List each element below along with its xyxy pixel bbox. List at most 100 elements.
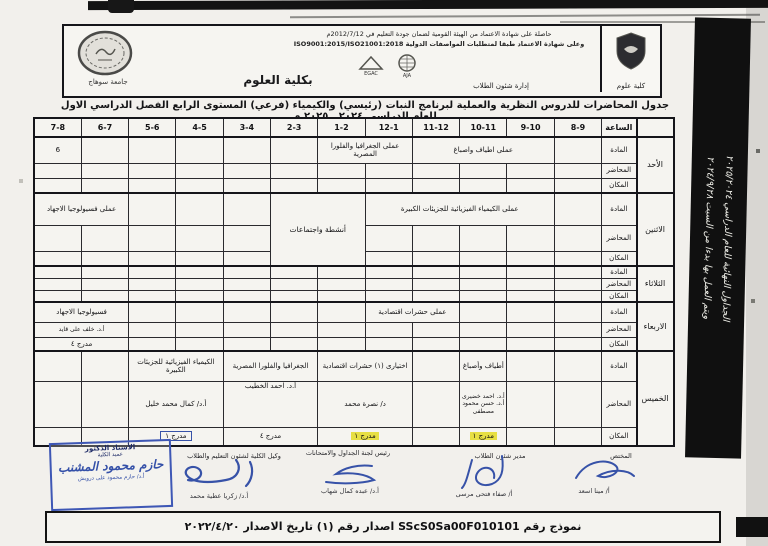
empty-slot	[411, 426, 461, 447]
corner-cell	[635, 117, 675, 138]
side-note-text: الجداول النهائية للعام الدراسي ٢٠٢٥/٢٠٢٤…	[695, 68, 741, 409]
empty-slot	[553, 301, 603, 323]
thursday-elective-cell: اختيارى (١) حشرات اقتصادية	[317, 350, 413, 382]
empty-slot	[459, 162, 508, 179]
empty-slot	[222, 265, 271, 279]
time-slot: 11-12	[411, 117, 461, 138]
empty-slot	[269, 162, 319, 179]
empty-slot	[80, 177, 130, 194]
empty-slot	[128, 289, 177, 303]
empty-slot	[222, 321, 271, 338]
empty-slot	[553, 192, 603, 226]
empty-slot	[222, 177, 271, 194]
monday-activities-cell: أنشطة واجتماعات	[269, 192, 366, 267]
empty-slot	[33, 162, 82, 179]
empty-slot	[317, 277, 366, 291]
committee-head-name: أ.د/ عبده كمال شهاب	[321, 487, 379, 495]
empty-slot	[175, 250, 224, 267]
row-label-lecturer: المحاضر	[601, 224, 638, 252]
empty-slot	[128, 301, 177, 323]
vice-dean-label: وكيل الكلية لشئون التعليم والطلاب	[187, 452, 281, 460]
time-slot: 5-6	[128, 117, 177, 138]
sunday-place-row: المكان	[33, 177, 674, 194]
empty-slot	[222, 301, 271, 323]
egac-label: EGAC	[364, 71, 378, 77]
time-slot: 7-8	[33, 117, 82, 138]
empty-slot	[33, 224, 82, 252]
empty-slot	[128, 177, 177, 194]
empty-slot	[222, 289, 271, 303]
empty-slot	[222, 224, 271, 252]
empty-slot	[364, 336, 413, 352]
time-slot: 8-9	[553, 117, 603, 138]
highlighted-place: مدرج ١	[351, 432, 379, 441]
empty-slot	[364, 265, 413, 279]
sunday-lecturer-row: المحاضر	[33, 162, 674, 179]
row-label-subject: المادة	[601, 301, 638, 323]
empty-slot	[33, 177, 82, 194]
faculty-shield-icon	[616, 32, 646, 70]
specialist-label: المختص	[610, 452, 632, 460]
form-number-bar: نموذج رقم SScS0Sa00F010101 اصدار رقم (١)…	[45, 511, 721, 543]
empty-slot	[553, 250, 603, 267]
thursday-subject-row: الخميس المادة أطياف وأصباغ اختيارى (١) ح…	[33, 350, 675, 447]
empty-slot	[553, 350, 603, 382]
time-slot: 12-1	[364, 117, 413, 138]
empty-slot	[128, 136, 177, 164]
faculty-logo-caption: كلية علوم	[616, 82, 646, 90]
empty-slot	[317, 177, 366, 194]
wednesday-stress-physiology-cell: فسيولوجيا الاجهاد	[33, 301, 130, 323]
time-slot: 1-2	[317, 117, 366, 138]
empty-slot	[175, 162, 224, 179]
time-slot: 3-4	[222, 117, 271, 138]
empty-slot	[317, 321, 366, 338]
row-label-lecturer: المحاضر	[601, 321, 638, 338]
side-note-strip: الجداول النهائية للعام الدراسي ٢٠٢٥/٢٠٢٤…	[685, 17, 751, 459]
empty-slot	[222, 162, 271, 179]
empty-slot	[411, 380, 461, 428]
row-label-lecturer: المحاضر	[601, 380, 638, 428]
accreditation-text: حاصلة على شهادة الاعتماد من الهيئة القوم…	[284, 29, 594, 49]
day-label-tuesday: الثلاثاء	[635, 265, 675, 303]
day-label-monday: الاثنين	[635, 192, 675, 267]
empty-slot	[80, 350, 130, 382]
committee-head-signature	[325, 464, 377, 485]
empty-slot	[33, 380, 82, 428]
specialist-signature	[575, 460, 635, 479]
empty-slot	[553, 321, 603, 338]
monday-subject-row: الاثنين المادة عملى الكيمياء الفيزيائية …	[33, 192, 675, 267]
time-slot: 6-7	[80, 117, 130, 138]
director-signature	[461, 455, 504, 489]
empty-slot	[128, 192, 177, 226]
empty-slot	[80, 426, 130, 447]
empty-slot	[128, 250, 177, 267]
empty-slot	[175, 277, 224, 291]
tuesday-place-row: المكان	[33, 289, 674, 303]
scan-top-black-bar	[87, 0, 768, 11]
empty-slot	[33, 250, 82, 267]
empty-slot	[175, 224, 224, 252]
monday-lecturer-row: المحاضر	[33, 224, 674, 252]
empty-slot	[411, 321, 461, 338]
empty-slot	[128, 321, 177, 338]
empty-slot	[459, 265, 508, 279]
thursday-geography-cell: الجغرافيا والفلورا المصرية	[222, 350, 319, 382]
thursday-place-row: المكان مدرج ١ مدرج ١ مدرج ٤ مدرج ١	[33, 426, 674, 447]
faculty-name: بكلية العلوم	[243, 73, 313, 87]
empty-slot	[33, 265, 82, 279]
empty-slot	[128, 162, 177, 179]
empty-slot	[175, 321, 224, 338]
empty-slot	[269, 289, 319, 303]
empty-slot	[506, 336, 555, 352]
empty-slot	[364, 162, 413, 179]
thursday-spectra-lecturer2: أ.د. حسن محمود مصطفى	[462, 400, 505, 415]
row-label-subject: المادة	[601, 265, 638, 279]
empty-slot	[222, 250, 271, 267]
day-label-wednesday: الاربعاء	[635, 301, 675, 352]
stamp-signature-name: حازم محمود المشنب	[57, 457, 164, 475]
row-label-subject: المادة	[601, 136, 638, 164]
empty-slot	[317, 289, 366, 303]
empty-slot	[411, 177, 461, 194]
stamp-typed-name: أ.د/ حازم محمود على درويش	[77, 473, 145, 483]
empty-slot	[317, 336, 366, 352]
